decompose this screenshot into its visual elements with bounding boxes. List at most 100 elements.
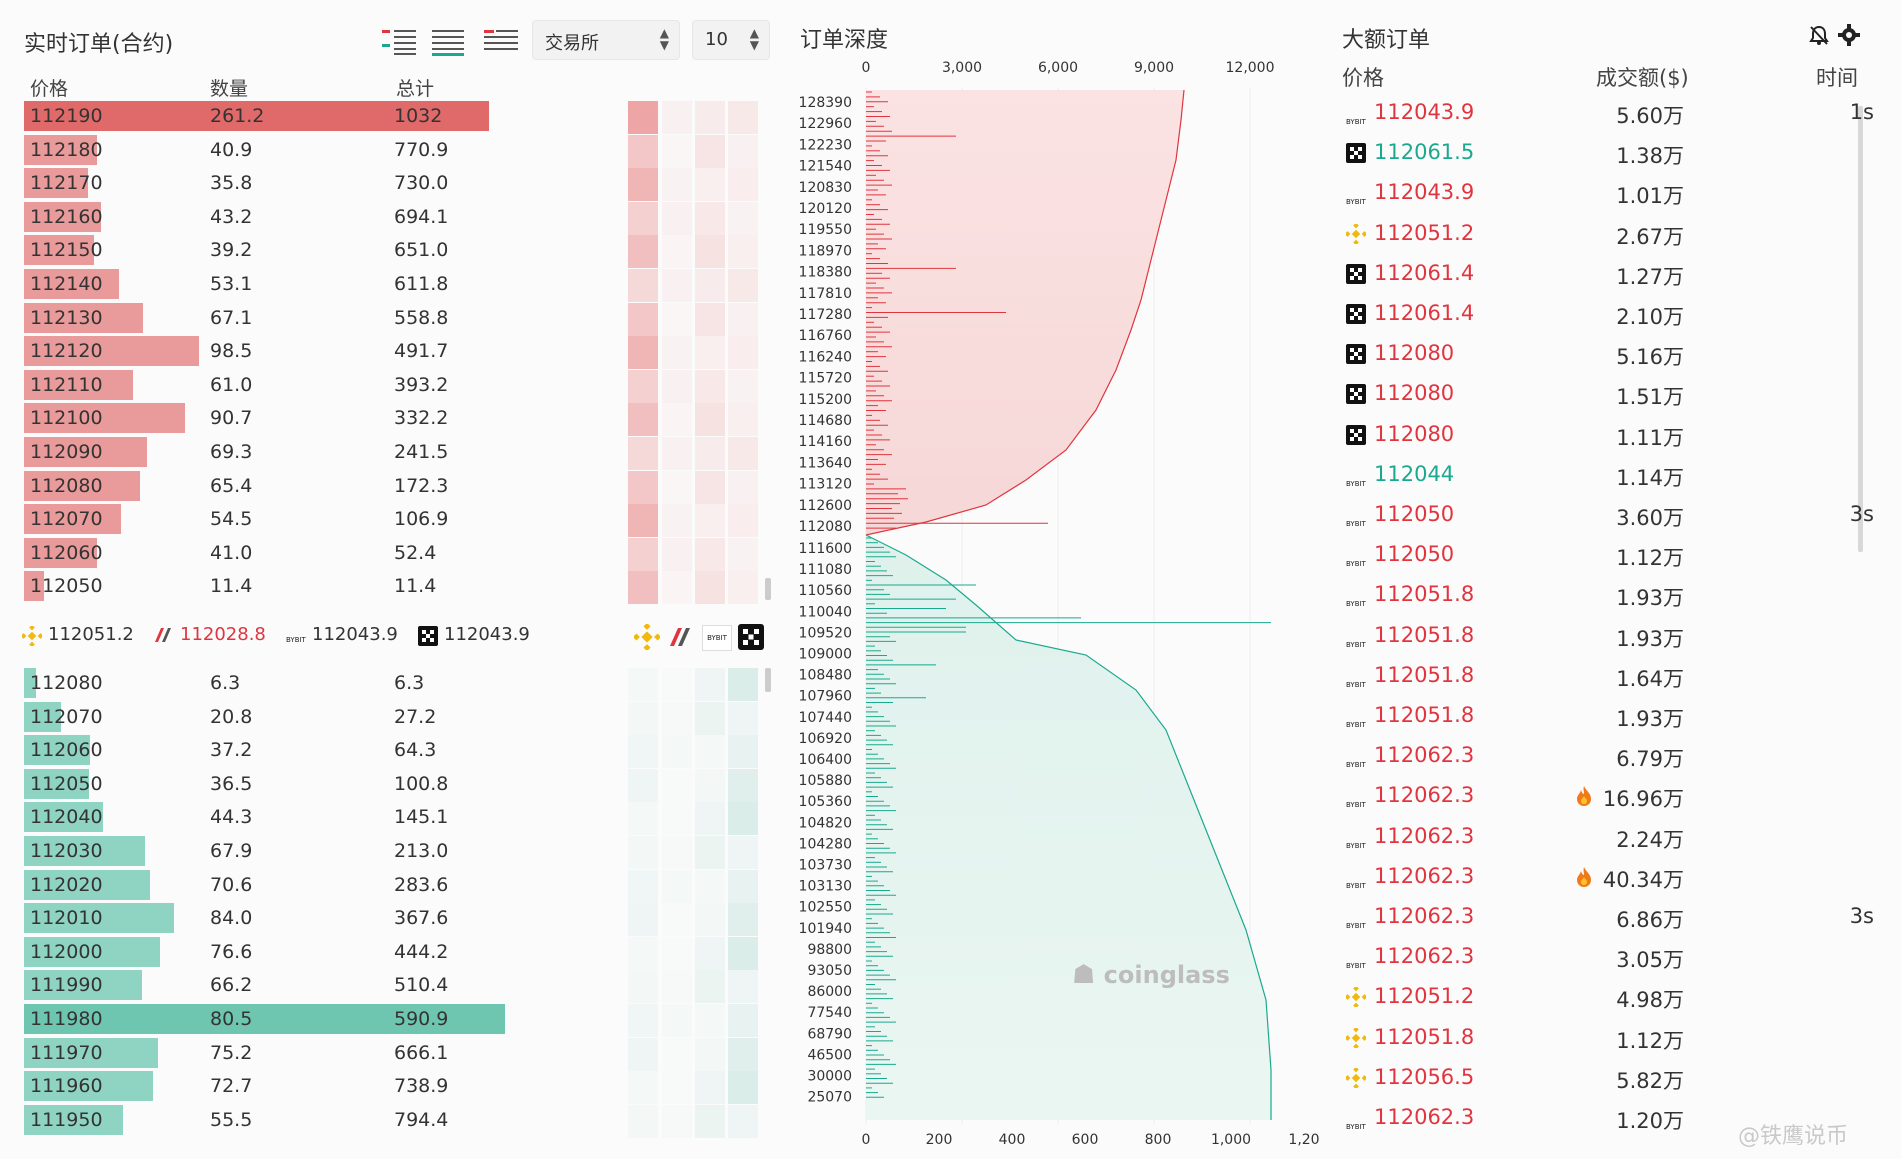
ask-row[interactable]: 112050 11.4 11.4 xyxy=(24,571,504,602)
ask-row[interactable]: 112160 43.2 694.1 xyxy=(24,201,504,232)
ask-price-tick: 116240 xyxy=(799,349,852,365)
ask-heat-cell xyxy=(728,302,758,336)
large-orders-panel: 大额订单 价格 成交额($) 时间 BYBIT 112043.9 5.60万 1s 11… xyxy=(1330,0,1901,1159)
large-order-row[interactable]: 112080 5.16万 xyxy=(1344,335,1884,371)
depth-chart[interactable]: 0 3,000 6,000 9,000 12,000 0 200 400 600 800 1,000… xyxy=(790,0,1320,1159)
view-both-icon[interactable] xyxy=(380,26,418,56)
large-order-row[interactable]: BYBIT 112043.9 1.01万 xyxy=(1344,174,1884,210)
large-order-row[interactable]: 112080 1.11万 xyxy=(1344,416,1884,452)
bid-price-tick: 105360 xyxy=(799,794,852,810)
ask-row[interactable]: 112080 65.4 172.3 xyxy=(24,470,504,501)
large-orders-scrollbar[interactable] xyxy=(1858,106,1863,552)
binance-toggle-icon[interactable] xyxy=(634,624,660,650)
large-order-row[interactable]: BYBIT 112051.8 1.64万 xyxy=(1344,657,1884,693)
bid-qty: 84.0 xyxy=(210,907,253,930)
bid-heat-cell xyxy=(695,836,725,869)
large-order-row[interactable]: BYBIT 112062.3 3.05万 xyxy=(1344,938,1884,974)
bid-price-tick: 68790 xyxy=(807,1026,852,1042)
bid-heat-cell xyxy=(728,1104,758,1138)
large-order-row[interactable]: BYBIT 112062.3 2.24万 xyxy=(1344,818,1884,854)
bid-row[interactable]: 112050 36.5 100.8 xyxy=(24,768,504,799)
large-order-row[interactable]: 112080 1.51万 xyxy=(1344,375,1884,411)
ask-row[interactable]: 112190 261.2 1032 xyxy=(24,101,504,131)
ask-row[interactable]: 112110 61.0 393.2 xyxy=(24,369,504,400)
bid-row[interactable]: 111980 80.5 590.9 xyxy=(24,1004,505,1034)
settings-gear-icon[interactable] xyxy=(1838,24,1860,46)
ask-row[interactable]: 112120 98.5 491.7 xyxy=(24,336,504,367)
asks-scrollbar[interactable] xyxy=(765,578,771,600)
depth-select[interactable]: 10 ▲ ▼ xyxy=(692,20,770,60)
bid-row[interactable]: 111990 66.2 510.4 xyxy=(24,970,504,1001)
large-order-row[interactable]: 112061.4 1.27万 xyxy=(1344,255,1884,291)
large-order-row[interactable]: 112051.2 4.98万 xyxy=(1344,978,1884,1014)
ask-heat-cell xyxy=(695,437,725,470)
ask-row[interactable]: 112070 54.5 106.9 xyxy=(24,504,504,535)
large-order-row[interactable]: BYBIT 112062.3 16.96万 xyxy=(1344,777,1884,813)
bid-row[interactable]: 112080 6.3 6.3 xyxy=(24,668,504,698)
bid-heat-cell xyxy=(628,1037,658,1071)
large-order-row[interactable]: BYBIT 112062.3 1.20万 xyxy=(1344,1099,1884,1135)
bid-row[interactable]: 112000 76.6 444.2 xyxy=(24,936,504,967)
exchange-select[interactable]: 交易所 ▲ ▼ xyxy=(532,20,680,60)
bid-row[interactable]: 112060 37.2 64.3 xyxy=(24,735,504,766)
ask-row[interactable]: 112180 40.9 770.9 xyxy=(24,134,504,165)
ask-heat-cell xyxy=(695,302,725,336)
large-order-row[interactable]: BYBIT 112062.3 6.86万 3s xyxy=(1344,898,1884,934)
ask-row[interactable]: 112100 90.7 332.2 xyxy=(24,403,504,434)
bid-row[interactable]: 112030 67.9 213.0 xyxy=(24,836,504,866)
bid-total: 64.3 xyxy=(394,739,437,762)
ask-row[interactable]: 112130 67.1 558.8 xyxy=(24,302,504,333)
bybit-toggle-icon[interactable]: BYBIT xyxy=(702,625,732,651)
bid-row[interactable]: 112010 84.0 367.6 xyxy=(24,903,504,934)
large-order-row[interactable]: BYBIT 112051.8 1.93万 xyxy=(1344,697,1884,733)
bids-scrollbar[interactable] xyxy=(765,668,771,692)
bid-heat-cell xyxy=(628,1104,658,1138)
large-order-row[interactable]: BYBIT 112050 1.12万 xyxy=(1344,536,1884,572)
bid-row[interactable]: 112040 44.3 145.1 xyxy=(24,802,504,833)
large-order-price: 112062.3 xyxy=(1374,783,1475,808)
large-order-row[interactable]: BYBIT 112062.3 40.34万 xyxy=(1344,858,1884,894)
bid-qty: 72.7 xyxy=(210,1075,253,1098)
bid-qty: 80.5 xyxy=(210,1008,253,1030)
view-asks-icon[interactable] xyxy=(482,26,520,56)
large-order-row[interactable]: 112056.5 5.82万 xyxy=(1344,1059,1884,1095)
large-order-row[interactable]: BYBIT 112050 3.60万 3s xyxy=(1344,496,1884,532)
ask-price: 112090 xyxy=(30,441,103,463)
bid-price-tick: 108480 xyxy=(799,668,852,684)
large-order-time: 3s xyxy=(1849,502,1874,526)
ask-row[interactable]: 112090 69.3 241.5 xyxy=(24,437,504,467)
ask-price-tick: 117810 xyxy=(799,286,852,302)
ask-row[interactable]: 112170 35.8 730.0 xyxy=(24,168,504,199)
bid-row[interactable]: 111960 72.7 738.9 xyxy=(24,1071,504,1102)
mute-icon[interactable] xyxy=(1808,24,1830,46)
okx-toggle-icon[interactable] xyxy=(738,624,764,650)
large-order-row[interactable]: 112061.5 1.38万 xyxy=(1344,134,1884,170)
bid-depth-bar xyxy=(24,1071,154,1102)
ask-row[interactable]: 112060 41.0 52.4 xyxy=(24,537,504,568)
bid-depth-bar xyxy=(24,1004,505,1034)
kraken-toggle-icon[interactable] xyxy=(668,626,694,648)
large-order-price: 112062.3 xyxy=(1374,823,1475,848)
large-order-row[interactable]: 112061.4 2.10万 xyxy=(1344,295,1884,331)
large-order-row[interactable]: BYBIT 112044 1.14万 xyxy=(1344,456,1884,492)
large-order-row[interactable]: BYBIT 112051.8 1.93万 xyxy=(1344,576,1884,612)
bid-price: 112020 xyxy=(30,873,103,896)
ask-row[interactable]: 112140 53.1 611.8 xyxy=(24,269,504,299)
bid-row[interactable]: 112070 20.8 27.2 xyxy=(24,701,504,732)
large-order-row[interactable]: BYBIT 112051.8 1.93万 xyxy=(1344,617,1884,653)
top-axis-tick: 9,000 xyxy=(1134,60,1174,76)
bid-row[interactable]: 111970 75.2 666.1 xyxy=(24,1037,504,1068)
bid-price-tick: 46500 xyxy=(807,1047,852,1063)
bid-row[interactable]: 112020 70.6 283.6 xyxy=(24,869,504,900)
ask-heat-cell xyxy=(695,537,725,571)
ask-heat-cell xyxy=(628,168,658,202)
large-order-row[interactable]: BYBIT 112062.3 6.79万 xyxy=(1344,737,1884,773)
ask-price: 112150 xyxy=(30,239,103,262)
view-bids-icon[interactable] xyxy=(430,26,468,56)
large-order-row[interactable]: BYBIT 112043.9 5.60万 1s xyxy=(1344,94,1884,130)
bid-row[interactable]: 111950 55.5 794.4 xyxy=(24,1104,504,1135)
large-order-row[interactable]: 112051.8 1.12万 xyxy=(1344,1019,1884,1055)
ask-heat-cell xyxy=(695,470,725,504)
large-order-row[interactable]: 112051.2 2.67万 xyxy=(1344,215,1884,251)
ask-row[interactable]: 112150 39.2 651.0 xyxy=(24,235,504,266)
